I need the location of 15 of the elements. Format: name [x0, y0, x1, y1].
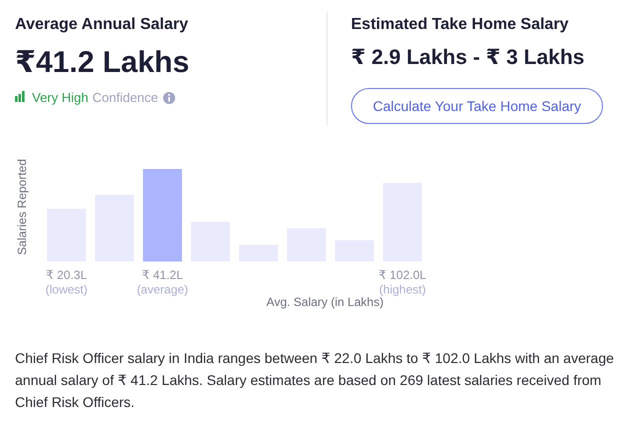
y-axis-title: Salaries Reported — [15, 158, 29, 256]
text: Average Annual Salary — [15, 16, 188, 33]
x-tick-label: ₹ 20.3L (lowest) — [45, 268, 88, 296]
text: Estimated Take Home Salary — [351, 16, 569, 33]
text: Very High — [32, 90, 88, 105]
text: Confidence — [92, 90, 158, 105]
bar — [143, 169, 182, 262]
button[interactable] — [351, 88, 603, 124]
text: Chief Risk Officer salary in India ranges between ₹ 22.0 Lakhs to ₹ 102.0 Lakhs with an average annual salary of ₹ 41.2 Lakhs. Salary estimates are based on 269 latest salaries received from Chief Risk Officers. — [15, 350, 614, 410]
text: ₹41.2 Lakhs — [15, 46, 190, 79]
x-axis-title: Avg. Salary (in Lakhs) — [266, 295, 384, 309]
text: Calculate Your Take Home Salary — [372, 98, 582, 114]
x-tick-label: ₹ 41.2L (average) — [136, 268, 188, 296]
text: ₹ 2.9 Lakhs - ₹ 3 Lakhs — [351, 46, 584, 69]
x-tick-label: ₹ 102.0L (highest) — [378, 268, 427, 296]
